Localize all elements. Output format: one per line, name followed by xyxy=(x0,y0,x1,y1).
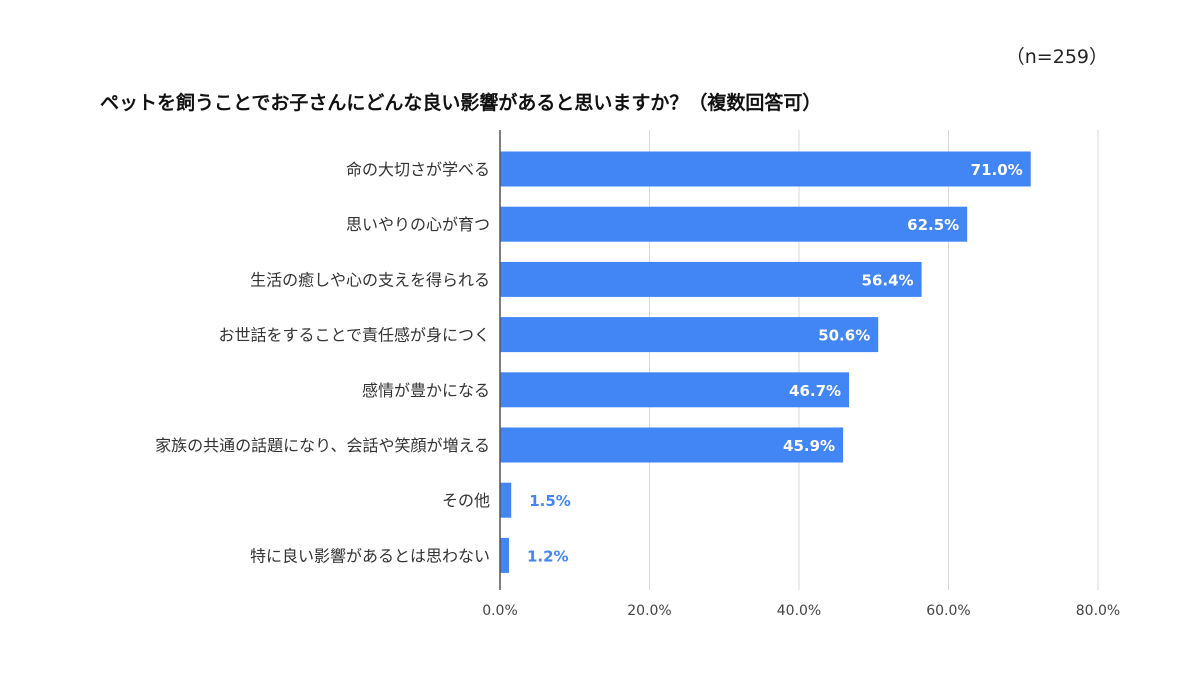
x-tick-label: 40.0% xyxy=(777,603,821,619)
bar xyxy=(500,537,509,573)
x-tick-label: 0.0% xyxy=(482,603,518,619)
data-label: 50.6% xyxy=(818,327,870,345)
bar xyxy=(500,206,968,242)
bar xyxy=(500,317,879,353)
sample-size: （n=259） xyxy=(1005,46,1108,68)
data-label: 46.7% xyxy=(789,382,841,400)
category-label: その他 xyxy=(442,491,490,510)
bar xyxy=(500,427,844,463)
data-label: 1.5% xyxy=(529,492,571,510)
bar xyxy=(500,261,922,297)
category-label: お世話をすることで責任感が身につく xyxy=(218,326,490,345)
data-label: 1.2% xyxy=(527,547,569,565)
bar xyxy=(500,151,1031,187)
x-tick-label: 20.0% xyxy=(627,603,671,619)
category-label: 感情が豊かになる xyxy=(362,381,490,400)
data-label: 62.5% xyxy=(907,216,959,234)
category-label: 命の大切さが学べる xyxy=(346,160,490,179)
data-label: 56.4% xyxy=(862,271,914,289)
bar xyxy=(500,482,512,518)
bars xyxy=(500,151,1031,573)
bar xyxy=(500,372,850,408)
category-label: 家族の共通の話題になり、会話や笑顔が増える xyxy=(155,436,490,455)
chart-title: ペットを飼うことでお子さんにどんな良い影響があると思いますか？（複数回答可） xyxy=(100,92,822,114)
category-label: 特に良い影響があるとは思わない xyxy=(250,546,490,565)
x-tick-label: 80.0% xyxy=(1076,603,1120,619)
category-label: 思いやりの心が育つ xyxy=(346,215,490,234)
data-label: 71.0% xyxy=(971,161,1023,179)
labels: 0.0% 20.0% 40.0% 60.0% 80.0% 命の大切さが学べる 71.0% 思い… xyxy=(155,160,1120,619)
category-label: 生活の癒しや心の支えを得られる xyxy=(250,270,490,289)
x-tick-label: 60.0% xyxy=(926,603,970,619)
data-label: 45.9% xyxy=(783,437,835,455)
grid-lines xyxy=(649,130,1099,590)
